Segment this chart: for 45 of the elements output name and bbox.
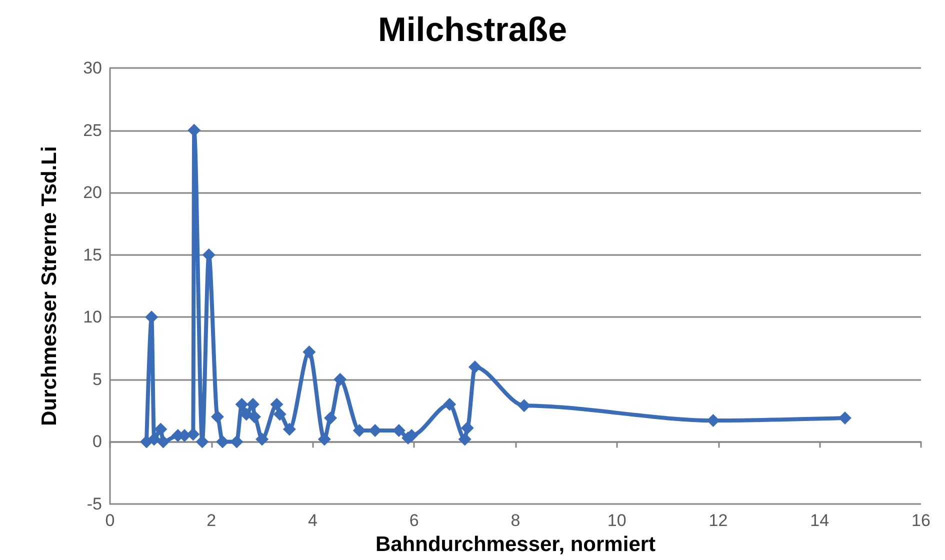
- point: [324, 412, 337, 425]
- x-tick-label: 16: [912, 511, 930, 530]
- point: [256, 432, 269, 446]
- x-tick-label: 12: [708, 511, 728, 530]
- y-tick-label: 30: [83, 58, 102, 78]
- point: [302, 346, 316, 359]
- y-axis-title: Durchmesser Strerne Tsd.Li: [38, 146, 61, 426]
- point: [318, 432, 331, 446]
- point: [154, 422, 168, 436]
- point: [273, 408, 286, 421]
- point: [838, 412, 852, 425]
- point: [248, 410, 261, 424]
- x-tick-label: 4: [308, 511, 318, 530]
- point: [352, 424, 366, 438]
- point: [210, 410, 224, 424]
- x-axis-title: Bahndurchmesser, normiert: [375, 533, 656, 556]
- x-tick-label: 0: [105, 511, 115, 530]
- point: [156, 435, 170, 448]
- x-tick-label: 14: [810, 511, 830, 530]
- point: [706, 414, 720, 428]
- y-tick-label: 25: [83, 120, 102, 140]
- point: [230, 435, 244, 448]
- y-tick-label: -5: [86, 494, 102, 514]
- chart-title: Milchstraße: [378, 11, 567, 49]
- point: [148, 432, 161, 446]
- point: [334, 372, 347, 386]
- x-tick-label: 2: [206, 511, 216, 530]
- point: [460, 422, 474, 435]
- point: [186, 428, 200, 441]
- point: [216, 435, 230, 448]
- point: [458, 432, 472, 446]
- y-tick-label: 15: [83, 245, 102, 264]
- y-tick-label: 20: [83, 183, 102, 202]
- x-tick-label: 10: [607, 511, 626, 530]
- x-tick-label: 6: [409, 511, 419, 530]
- point: [518, 399, 531, 412]
- y-tick-label: 0: [92, 432, 102, 452]
- point: [468, 360, 482, 374]
- x-tick-label: 8: [510, 511, 520, 530]
- y-tick-label: 10: [83, 308, 102, 327]
- point: [443, 398, 456, 411]
- point: [282, 422, 296, 436]
- point: [188, 124, 201, 137]
- point: [270, 398, 284, 411]
- y-tick-label: 5: [92, 370, 102, 389]
